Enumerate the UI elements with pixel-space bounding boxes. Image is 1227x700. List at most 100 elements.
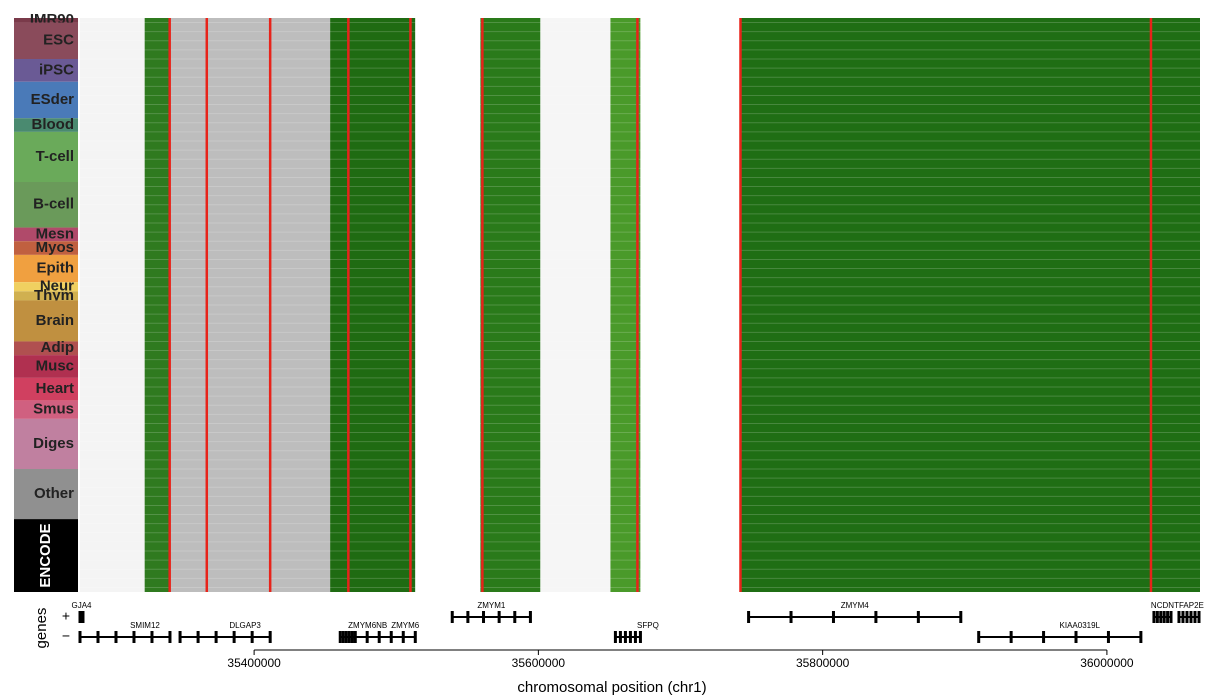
exon <box>513 611 517 623</box>
group-label: ESder <box>31 91 75 108</box>
exon <box>1009 631 1013 643</box>
group-band <box>14 282 78 292</box>
group-band <box>14 241 78 255</box>
exon <box>1162 611 1166 623</box>
group-band <box>14 418 78 469</box>
exon <box>916 611 920 623</box>
exon <box>789 611 793 623</box>
x-axis-label: chromosomal position (chr1) <box>517 679 706 696</box>
group-band <box>14 131 78 182</box>
group-label: B-cell <box>33 196 74 213</box>
group-band <box>14 377 78 401</box>
exon <box>341 631 345 643</box>
group-label: Neur <box>40 278 74 295</box>
group-band <box>14 81 78 119</box>
exon <box>1181 611 1185 623</box>
group-label: Blood <box>32 116 75 133</box>
state-region <box>80 18 145 592</box>
group-band <box>14 300 78 342</box>
exon <box>466 611 470 623</box>
exon <box>132 631 136 643</box>
exon <box>1042 631 1046 643</box>
group-band <box>14 254 78 283</box>
exon <box>168 631 172 643</box>
gene-label: NCDN <box>1151 601 1174 610</box>
group-label: Mesn <box>36 225 74 242</box>
group-label: Brain <box>36 312 74 329</box>
exon <box>81 611 85 623</box>
group-band <box>14 469 78 520</box>
gene-label: SFPQ <box>637 621 659 630</box>
state-region <box>144 18 170 592</box>
strand-label: + <box>62 608 70 624</box>
exon <box>482 611 486 623</box>
group-band <box>14 400 78 419</box>
group-label: ENCODE <box>37 523 54 587</box>
group-label: Smus <box>33 401 74 418</box>
exon <box>1166 611 1170 623</box>
exon <box>365 631 369 643</box>
exon <box>1169 611 1173 623</box>
group-label: Thym <box>34 287 74 304</box>
gene-label: ZMYM4 <box>841 601 870 610</box>
group-label: Epith <box>37 260 75 277</box>
exon <box>347 631 351 643</box>
strand-label: − <box>62 628 70 644</box>
exon <box>1159 611 1163 623</box>
exon <box>628 631 632 643</box>
exon <box>977 631 981 643</box>
exon <box>377 631 381 643</box>
exon <box>1106 631 1110 643</box>
exon <box>1193 611 1197 623</box>
group-band <box>14 22 78 59</box>
exon <box>1185 611 1189 623</box>
exon <box>1189 611 1193 623</box>
exon <box>178 631 182 643</box>
exon <box>497 611 501 623</box>
exon <box>150 631 154 643</box>
exon <box>268 631 272 643</box>
x-tick-label: 35400000 <box>227 656 281 670</box>
exon <box>214 631 218 643</box>
group-label: Heart <box>36 380 74 397</box>
gene-label: ZMYM6 <box>391 621 420 630</box>
state-region <box>480 18 541 592</box>
group-band <box>14 355 78 378</box>
group-label: T-cell <box>36 148 74 165</box>
group-label: Diges <box>33 435 74 452</box>
exon <box>874 611 878 623</box>
exon <box>831 611 835 623</box>
state-region <box>415 18 481 592</box>
gene-label: KIAA0319L <box>1060 621 1101 630</box>
exon <box>618 631 622 643</box>
exon <box>389 631 393 643</box>
exon <box>232 631 236 643</box>
exon <box>623 631 627 643</box>
group-label: Myos <box>36 239 74 256</box>
genes-label: genes <box>33 608 50 649</box>
gene-label: GJA4 <box>71 601 92 610</box>
exon <box>344 631 348 643</box>
group-band <box>14 18 78 23</box>
exon <box>1197 611 1201 623</box>
group-label: Musc <box>36 357 74 374</box>
exon <box>338 631 342 643</box>
exon <box>114 631 118 643</box>
group-band <box>14 519 78 592</box>
x-tick-label: 35600000 <box>512 656 566 670</box>
exon <box>747 611 751 623</box>
exon <box>613 631 617 643</box>
state-region <box>740 18 1200 592</box>
exon <box>528 611 532 623</box>
gene-label: ZMYM6NB <box>348 621 387 630</box>
exon <box>959 611 963 623</box>
state-region <box>330 18 416 592</box>
exon <box>1152 611 1156 623</box>
gene-label: SMIM12 <box>130 621 160 630</box>
x-tick-label: 35800000 <box>796 656 850 670</box>
group-label: ESC <box>43 32 74 49</box>
exon <box>196 631 200 643</box>
group-label: Adip <box>41 339 74 356</box>
group-band <box>14 227 78 242</box>
